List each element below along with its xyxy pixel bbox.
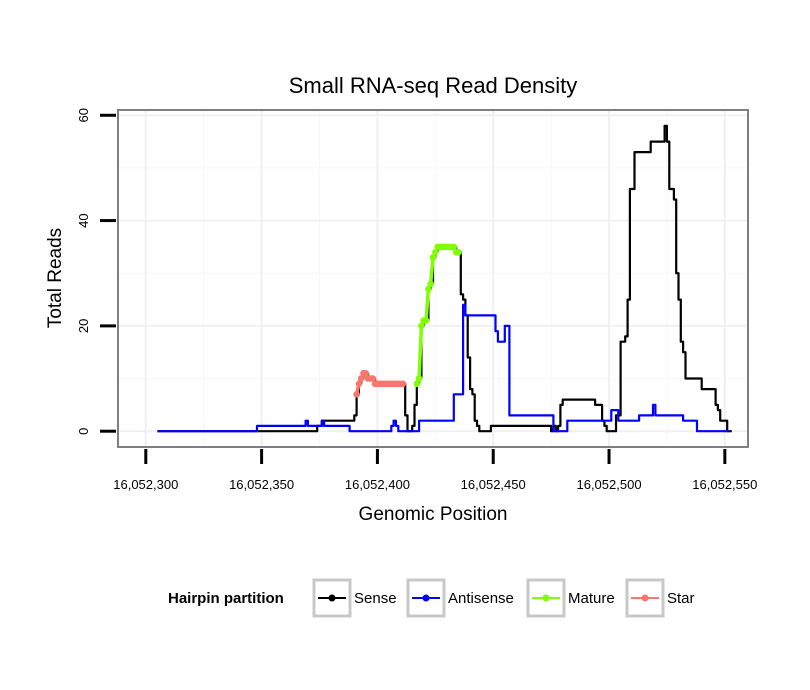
mature-point [432, 248, 439, 256]
star-point [362, 370, 370, 377]
mature-point [429, 254, 437, 261]
x-tick-label: 16,052,400 [345, 477, 410, 492]
legend-label: Star [667, 590, 695, 607]
legend-entry-antisense: Antisense [406, 578, 514, 618]
star-point [355, 380, 363, 388]
legend-key-point [542, 594, 550, 602]
series-sense [157, 124, 732, 433]
series-star [353, 370, 407, 398]
mature-point [450, 243, 458, 251]
x-axis-label: Genomic Position [359, 504, 508, 525]
x-tick-label: 16,052,500 [576, 477, 641, 492]
star-point [399, 380, 407, 388]
x-axis: 16,052,300 16,052,350 16,052,400 16,052,450… [113, 449, 757, 492]
legend-label: Antisense [448, 590, 514, 607]
sense-line [157, 124, 732, 433]
y-axis-label: Total Reads [45, 228, 66, 328]
series-layer [157, 124, 732, 433]
series-mature [413, 243, 462, 388]
x-tick-label: 16,052,550 [692, 477, 757, 492]
legend-entry-sense: Sense [312, 578, 397, 618]
legend-entry-star: Star [625, 578, 695, 618]
y-tick-label: 60 [76, 108, 91, 122]
mature-point [413, 380, 421, 388]
antisense-line [157, 303, 730, 433]
y-axis: 0 20 40 60 [76, 108, 116, 435]
legend: Hairpin partition Sense Antisense Mature St… [168, 578, 695, 618]
mature-point [422, 317, 430, 324]
chart-title: Small RNA-seq Read Density [289, 73, 578, 98]
mature-point [418, 322, 425, 330]
series-antisense [157, 303, 730, 433]
mature-point [425, 285, 432, 293]
legend-label: Sense [354, 590, 397, 607]
legend-key-point [328, 594, 336, 602]
star-point [369, 375, 377, 382]
plot-panel [117, 109, 749, 448]
x-tick-label: 16,052,350 [229, 477, 294, 492]
mature-point [455, 248, 462, 256]
y-tick-label: 40 [76, 213, 91, 227]
x-tick-label: 16,052,300 [113, 477, 178, 492]
legend-entry-mature: Mature [526, 578, 615, 618]
legend-key-point [422, 594, 430, 602]
y-tick-label: 20 [76, 319, 91, 333]
y-tick-label: 0 [76, 428, 91, 435]
legend-label: Mature [568, 590, 615, 607]
mature-point [427, 280, 435, 288]
legend-title: Hairpin partition [168, 590, 284, 607]
x-tick-label: 16,052,450 [461, 477, 526, 492]
panel-border [117, 109, 749, 448]
legend-key-point [641, 594, 649, 602]
star-point [353, 391, 360, 398]
star-point [357, 375, 365, 382]
mature-point [415, 375, 423, 382]
